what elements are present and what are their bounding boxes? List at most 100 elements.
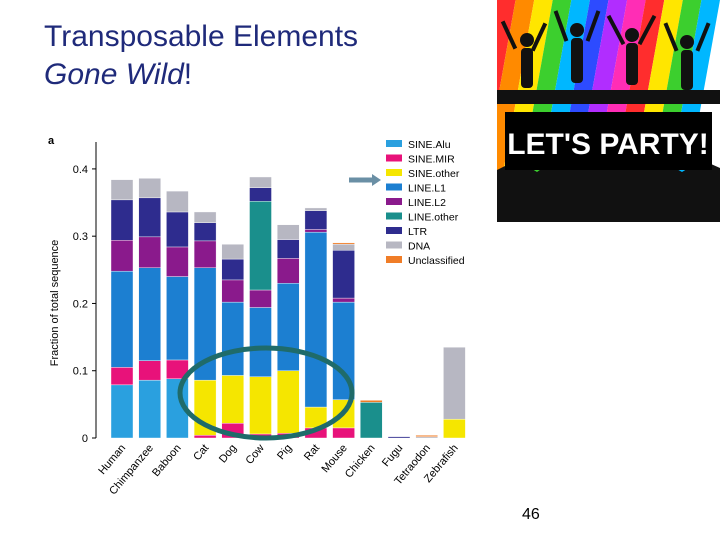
panel-label: a [48,135,55,147]
bar-segment-dna [221,244,245,260]
bar-segment-dna [193,211,217,223]
party-image: LET'S PARTY! [497,0,720,222]
y-axis: 0 0.1 0.2 0.3 0.4 [73,142,97,445]
legend-label: LTR [408,226,427,238]
chart-svg: a Fraction of total sequence 00.10.20.30… [48,135,466,497]
bar-segment-ltr [221,258,245,281]
title-suffix: ! [183,58,193,91]
title-line-2: Gone Wild! [44,56,358,94]
legend-swatch [386,212,402,220]
bar-segment-sine-mir [304,427,328,439]
bar-segment-ltr [276,239,300,259]
legend-swatch [386,183,402,191]
bar-segment-ltr [193,222,217,242]
legend-label: LINE.other [408,212,459,224]
x-tick-label: Baboon [150,442,184,479]
dancer-silhouettes [497,10,720,222]
x-tick-label: Chicken [343,442,378,480]
bar-segment-ltr [110,199,134,241]
bar-segment-unclassified [360,400,383,403]
bar-segment-line-l1 [138,267,161,361]
bar-segment-line-l2 [221,279,245,303]
bar-segment-ltr [304,210,328,230]
y-tick-label: 0.1 [73,366,88,378]
slide-number: 46 [522,506,540,523]
legend-label: DNA [408,241,430,253]
bar-segment-dna [332,244,355,251]
bar-segment-line-l1 [276,283,300,371]
legend: SINE.Alu SINE.MIR SINE.other LINE.L1 LINE.L2… [386,139,465,267]
bar-segment-sine-other [304,406,328,429]
bar-segment-sine-mir [166,359,189,380]
x-tick-label: Pig [275,442,294,462]
bar-segment-sine-alu [110,384,134,439]
bar-segment-line-l2 [304,229,328,233]
x-tick-label: Rat [302,442,322,463]
legend-label: LINE.L2 [408,197,446,209]
bar-segment-sine-other [193,379,217,436]
y-tick-label: 0.2 [73,298,88,310]
legend-label: Unclassified [408,255,465,267]
bar-segment-dna [276,224,300,240]
bar-segment-dna [304,207,328,211]
legend-label: LINE.L1 [408,183,446,195]
bar-segment-dna [138,178,161,199]
bar-segment-line-l2 [138,236,161,268]
y-tick-label: 0.4 [73,164,88,176]
bar-segment-ltr [138,197,161,238]
bar-segment-sine-mir [138,360,161,381]
x-tick-label: Cow [243,442,266,467]
legend-swatch [386,198,402,205]
x-tick-label: Cat [191,442,211,463]
bar-segment-line-l2 [249,289,272,308]
te-fraction-chart: a Fraction of total sequence 0 0.1 0.2 0.3 0… [44,128,494,506]
bar-segment-dna [110,179,134,201]
bar-segment-dna [249,176,272,188]
legend-swatch [386,154,402,162]
bar-segment-ltr [249,187,272,202]
bar-segment-sine-mir [276,433,300,439]
y-axis-label: Fraction of total sequence [49,240,61,367]
bar-segment-line-l2 [332,297,355,303]
bar-segment-sine-mir [110,367,134,386]
bar-segment-sine-other [332,399,355,429]
bar-segment-unclassified [415,435,438,437]
bar-segment-ltr [166,211,189,248]
legend-label: SINE.MIR [408,154,455,166]
y-tick-label: 0 [82,433,88,445]
bar-segment-sine-alu [138,379,161,439]
legend-swatch [386,227,402,234]
banner-text: LET'S PARTY! [507,128,709,161]
bar-segment-sine-mir [332,427,355,439]
bar-segment-sine-other [249,376,272,435]
bar-segment-line-l1 [221,301,245,376]
bar-segment-line-l1 [304,231,328,408]
title-italic-text: Gone Wild [44,58,184,91]
title-line-1: Transposable Elements [44,20,359,53]
bar-segment-unclassified [332,242,355,245]
bar-segment-line-l1 [193,267,217,381]
bar-segment-sine-alu [166,378,189,439]
banner-background [505,112,712,170]
bar-segment-dna [166,190,189,213]
bar-segment-sine-mir [221,423,245,439]
x-tick-label: Dog [217,442,239,465]
bar-segment-dna [443,346,466,420]
legend-label: SINE.other [408,168,460,180]
bar-segment-sine-mir [249,433,272,439]
y-tick-label: 0.3 [73,231,88,243]
legend-swatch [386,169,402,176]
bar-segment-line-l2 [166,246,189,277]
bar-segment-sine-other [276,370,300,434]
bar-segment-line-l1 [166,276,189,361]
bar-segment-line-other [360,402,383,439]
bar-segment-ltr [332,250,355,299]
bar-segment-line-l1 [110,270,134,368]
bar-segment-ltr [387,436,411,439]
bar-segment-line-l1 [332,301,355,400]
legend-label: SINE.Alu [408,139,451,151]
bar-segment-line-l2 [276,258,300,284]
bar-segment-line-l1 [249,307,272,377]
party-illustration: LET'S PARTY! [497,0,720,222]
